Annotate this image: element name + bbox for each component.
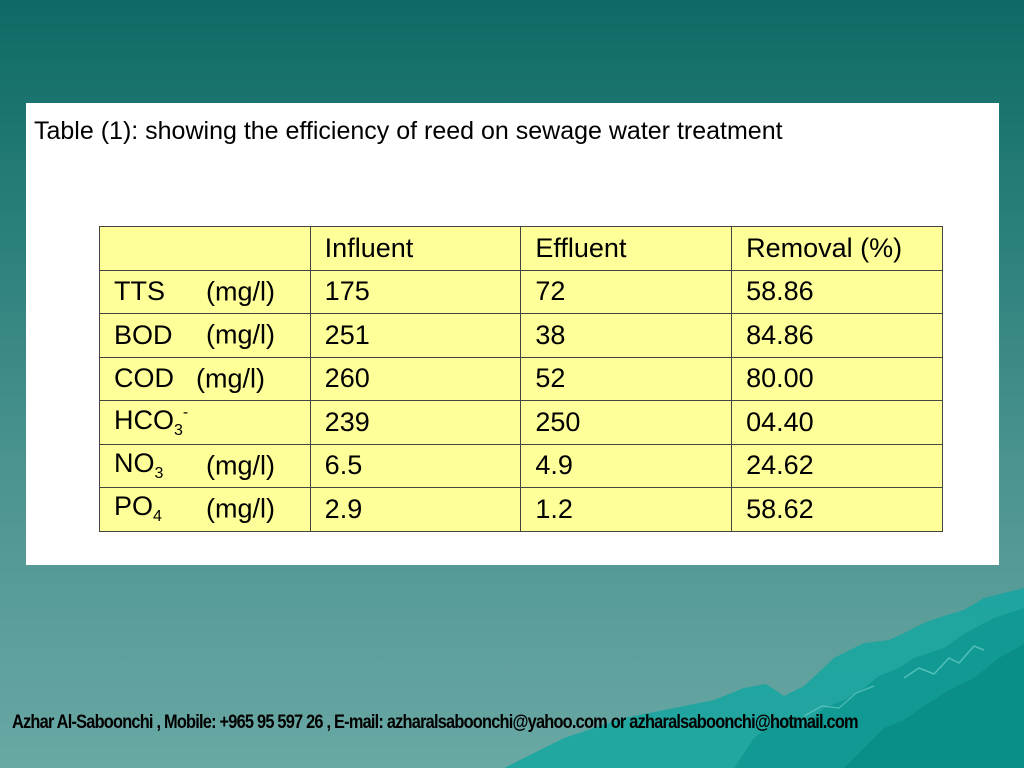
parameter-cell: PO4 (mg/l) (99, 487, 311, 532)
influent-cell: 2.9 (309, 487, 522, 532)
table-row: COD (mg/l) 260 52 80.00 (99, 356, 943, 401)
header-row: Influent Effluent Removal (%) (99, 226, 943, 271)
parameter-base: NO (114, 447, 155, 478)
header-influent: Influent (309, 226, 522, 271)
parameter-unit: (mg/l) (206, 276, 275, 307)
parameter-name: PO4 (114, 493, 162, 525)
parameter-subscript: 4 (153, 508, 162, 526)
parameter-name: COD (114, 363, 174, 394)
parameter-name: HCO3- (114, 405, 188, 439)
table-row: HCO3- 239 250 04.40 (99, 400, 943, 445)
effluent-cell: 72 (520, 269, 733, 314)
header-parameter (99, 226, 311, 271)
content-panel: Table (1): showing the efficiency of ree… (26, 103, 999, 565)
parameter-subscript: 3 (174, 422, 183, 440)
parameter-name: TTS (114, 276, 165, 307)
parameter-unit: (mg/l) (206, 493, 275, 524)
removal-cell: 58.86 (731, 269, 943, 314)
parameter-cell: TTS (mg/l) (99, 269, 311, 314)
removal-cell: 24.62 (731, 443, 943, 488)
table-row: NO3 (mg/l) 6.5 4.9 24.62 (99, 443, 943, 488)
parameter-base: HCO (114, 405, 174, 436)
removal-cell: 84.86 (731, 313, 943, 358)
influent-cell: 6.5 (309, 443, 522, 488)
effluent-cell: 52 (520, 356, 733, 401)
parameter-unit: (mg/l) (196, 363, 265, 394)
parameter-cell: NO3 (mg/l) (99, 443, 311, 488)
effluent-cell: 4.9 (520, 443, 733, 488)
removal-cell: 04.40 (731, 400, 943, 445)
parameter-cell: HCO3- (99, 400, 311, 445)
author-contact-footer: Azhar Al-Saboonchi , Mobile: +965 95 597… (12, 712, 859, 733)
efficiency-table: Influent Effluent Removal (%) TTS (mg/l) … (99, 226, 943, 532)
influent-cell: 251 (309, 313, 522, 358)
removal-cell: 80.00 (731, 356, 943, 401)
table-row: PO4 (mg/l) 2.9 1.2 58.62 (99, 487, 943, 532)
table-caption: Table (1): showing the efficiency of ree… (34, 117, 783, 145)
parameter-subscript: 3 (154, 464, 164, 482)
parameter-cell: COD (mg/l) (99, 356, 311, 401)
parameter-name: NO3 (114, 447, 164, 482)
parameter-name: BOD (114, 319, 173, 350)
parameter-unit: (mg/l) (206, 450, 275, 481)
removal-cell: 58.62 (731, 487, 943, 532)
mountain-graphic (504, 588, 1024, 768)
header-effluent: Effluent (520, 226, 733, 271)
influent-cell: 175 (309, 269, 522, 314)
parameter-superscript: - (182, 404, 189, 422)
effluent-cell: 1.2 (520, 487, 733, 532)
table-row: BOD (mg/l) 251 38 84.86 (99, 313, 943, 358)
influent-cell: 260 (309, 356, 522, 401)
influent-cell: 239 (309, 400, 522, 445)
effluent-cell: 38 (520, 313, 733, 358)
header-removal: Removal (%) (731, 226, 943, 271)
parameter-unit: (mg/l) (206, 319, 275, 350)
table-row: TTS (mg/l) 175 72 58.86 (99, 269, 943, 314)
parameter-cell: BOD (mg/l) (99, 313, 311, 358)
effluent-cell: 250 (520, 400, 733, 445)
parameter-base: PO (114, 491, 154, 522)
